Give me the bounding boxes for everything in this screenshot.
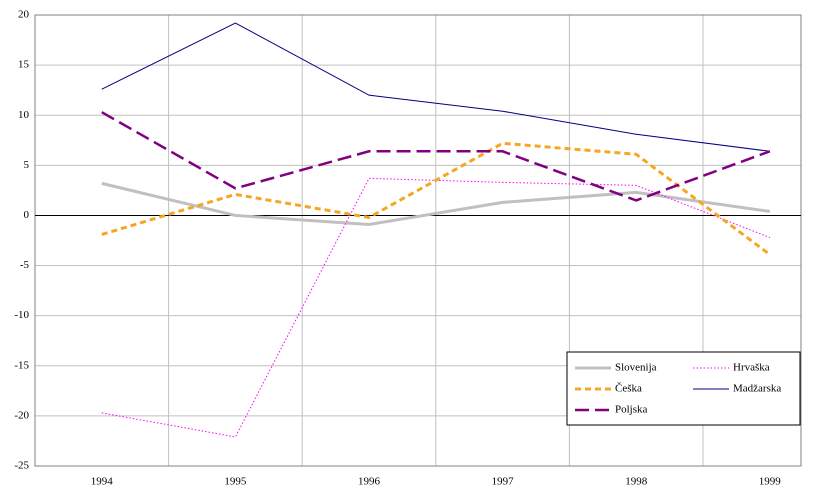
legend-label: Madžarska xyxy=(733,383,781,395)
y-tick-label: -5 xyxy=(20,259,30,271)
series-line xyxy=(101,181,771,226)
y-tick-label: -15 xyxy=(14,359,29,371)
plot-frame xyxy=(34,14,802,467)
legend-label: Slovenija xyxy=(615,362,657,374)
y-tick-label: 15 xyxy=(18,59,30,71)
y-tick-label: 10 xyxy=(18,109,30,121)
legend-label: Češka xyxy=(615,383,642,395)
series-line xyxy=(101,141,771,256)
x-tick-label: 1994 xyxy=(91,476,114,488)
y-tick-label: -25 xyxy=(14,460,29,472)
legend-label: Hrvaška xyxy=(733,362,770,374)
x-tick-label: 1999 xyxy=(759,476,782,488)
legend-label: Poljska xyxy=(615,404,648,416)
x-tick-label: 1995 xyxy=(224,476,247,488)
series-line xyxy=(101,22,770,152)
series-line xyxy=(101,111,771,202)
x-tick-label: 1998 xyxy=(625,476,648,488)
y-tick-label: 20 xyxy=(18,9,30,21)
x-tick-label: 1997 xyxy=(492,476,515,488)
y-tick-label: -10 xyxy=(14,309,29,321)
y-tick-label: 0 xyxy=(24,209,30,221)
y-tick-label: -20 xyxy=(14,409,29,421)
x-tick-label: 1996 xyxy=(358,476,381,488)
y-tick-label: 5 xyxy=(24,159,30,171)
